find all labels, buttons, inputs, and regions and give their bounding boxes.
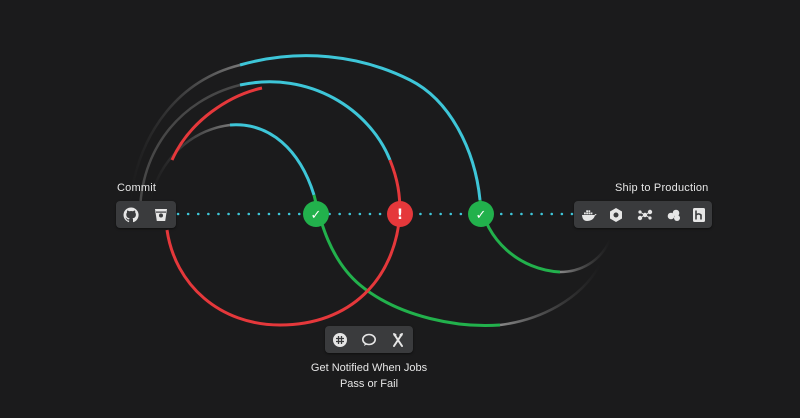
slack-icon[interactable] — [332, 332, 348, 348]
arc-loop-3-cyan — [239, 54, 482, 201]
arc-loop-3-tail — [559, 239, 612, 274]
ship-label: Ship to Production — [615, 182, 709, 194]
bitbucket-icon[interactable] — [153, 207, 169, 223]
node-3-glyph: ✓ — [476, 208, 487, 223]
hexagon-icon[interactable] — [608, 207, 624, 223]
ship-panel — [574, 201, 712, 228]
chat-icon[interactable] — [361, 332, 377, 348]
github-icon[interactable] — [123, 206, 139, 223]
arc-loop-1-gray — [148, 123, 231, 201]
commit-panel — [116, 201, 176, 228]
hipchat-icon[interactable] — [390, 332, 406, 348]
notify-caption: Get Notified When Jobs Pass or Fail — [289, 360, 449, 392]
arc-loop-2-red-bottom — [165, 212, 402, 327]
job-node-3[interactable]: ✓ — [468, 201, 494, 227]
notify-caption-line-2: Pass or Fail — [339, 378, 399, 390]
job-node-1[interactable]: ✓ — [303, 201, 329, 227]
notify-caption-line-1: Get Notified When Jobs — [310, 362, 428, 374]
arc-loop-2-gray — [138, 83, 241, 216]
node-1-glyph: ✓ — [311, 208, 322, 223]
cluster-icon[interactable] — [634, 207, 656, 223]
commit-label: Commit — [117, 182, 157, 194]
arc-loop-1-cyan — [229, 123, 316, 196]
cloud-icon[interactable] — [666, 207, 682, 223]
job-node-2[interactable]: ! — [387, 201, 413, 227]
heroku-icon[interactable] — [691, 207, 707, 223]
arc-loop-2-red-left — [170, 86, 263, 161]
docker-icon[interactable] — [579, 207, 599, 223]
node-2-glyph: ! — [397, 207, 403, 223]
arc-loop-2-cyan — [239, 80, 392, 161]
arc-loop-1-tail — [499, 264, 602, 327]
arc-loop-3-gray — [128, 63, 241, 201]
notify-panel — [325, 326, 413, 353]
